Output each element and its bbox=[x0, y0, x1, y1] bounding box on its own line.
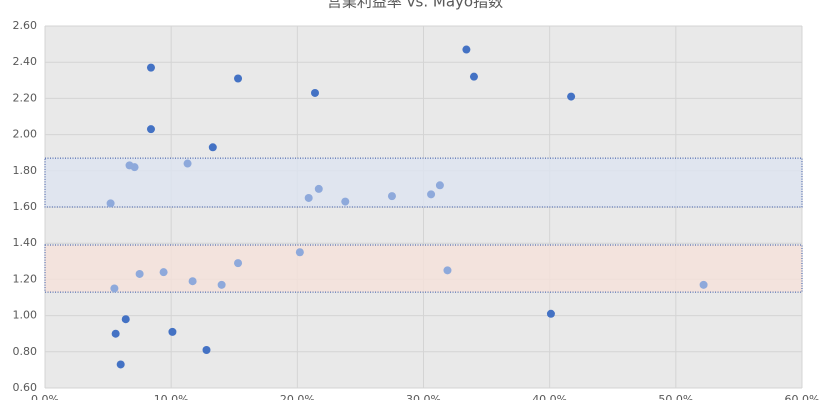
point bbox=[146, 125, 155, 134]
point bbox=[146, 63, 155, 72]
x-tick-label: 30.0% bbox=[406, 393, 441, 400]
band bbox=[44, 244, 803, 293]
point bbox=[183, 159, 192, 168]
point bbox=[310, 88, 319, 97]
point bbox=[188, 277, 197, 286]
point bbox=[304, 193, 313, 202]
y-tick-label: 2.40 bbox=[13, 55, 38, 68]
point bbox=[435, 181, 444, 190]
point bbox=[234, 259, 243, 268]
y-tick-label: 2.60 bbox=[13, 19, 38, 32]
x-tick-label: 20.0% bbox=[280, 393, 315, 400]
point bbox=[111, 329, 120, 338]
chart-title: 営業利益率 vs. Mayo指数 bbox=[327, 0, 503, 11]
y-tick-label: 0.60 bbox=[13, 381, 38, 394]
point bbox=[116, 360, 125, 369]
y-tick-label: 1.20 bbox=[13, 272, 38, 285]
point bbox=[295, 248, 304, 257]
x-tick-label: 40.0% bbox=[532, 393, 567, 400]
point bbox=[234, 74, 243, 83]
y-tick-label: 2.00 bbox=[13, 128, 38, 141]
x-tick-label: 50.0% bbox=[658, 393, 693, 400]
point bbox=[110, 284, 119, 293]
point bbox=[168, 327, 177, 336]
point bbox=[202, 345, 211, 354]
y-tick-label: 1.40 bbox=[13, 236, 38, 249]
point bbox=[427, 190, 436, 199]
y-tick-label: 2.20 bbox=[13, 91, 38, 104]
point bbox=[135, 269, 144, 278]
point bbox=[217, 280, 226, 289]
x-tick-label: 0.0% bbox=[31, 393, 59, 400]
point bbox=[130, 163, 139, 172]
y-tick-label: 0.80 bbox=[13, 345, 38, 358]
point bbox=[159, 268, 168, 277]
point bbox=[208, 143, 217, 152]
point bbox=[443, 266, 452, 275]
point bbox=[341, 197, 350, 206]
point bbox=[699, 280, 708, 289]
point bbox=[106, 199, 115, 208]
point bbox=[469, 72, 478, 81]
y-tick-label: 1.00 bbox=[13, 309, 38, 322]
point bbox=[387, 192, 396, 201]
x-tick-label: 60.0% bbox=[785, 393, 820, 400]
point bbox=[567, 92, 576, 101]
point bbox=[462, 45, 471, 54]
y-tick-label: 1.60 bbox=[13, 200, 38, 213]
y-tick-label: 1.80 bbox=[13, 164, 38, 177]
point bbox=[546, 309, 555, 318]
point bbox=[314, 184, 323, 193]
point bbox=[121, 315, 130, 324]
band bbox=[44, 157, 803, 208]
x-tick-label: 10.0% bbox=[154, 393, 189, 400]
